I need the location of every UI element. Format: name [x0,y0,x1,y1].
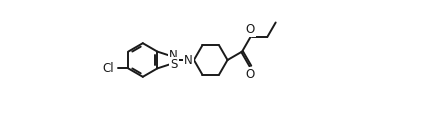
Text: S: S [170,58,177,71]
Text: Cl: Cl [103,62,114,75]
Text: N: N [184,54,193,66]
Text: O: O [246,68,255,81]
Text: N: N [169,49,178,62]
Text: O: O [246,23,255,36]
